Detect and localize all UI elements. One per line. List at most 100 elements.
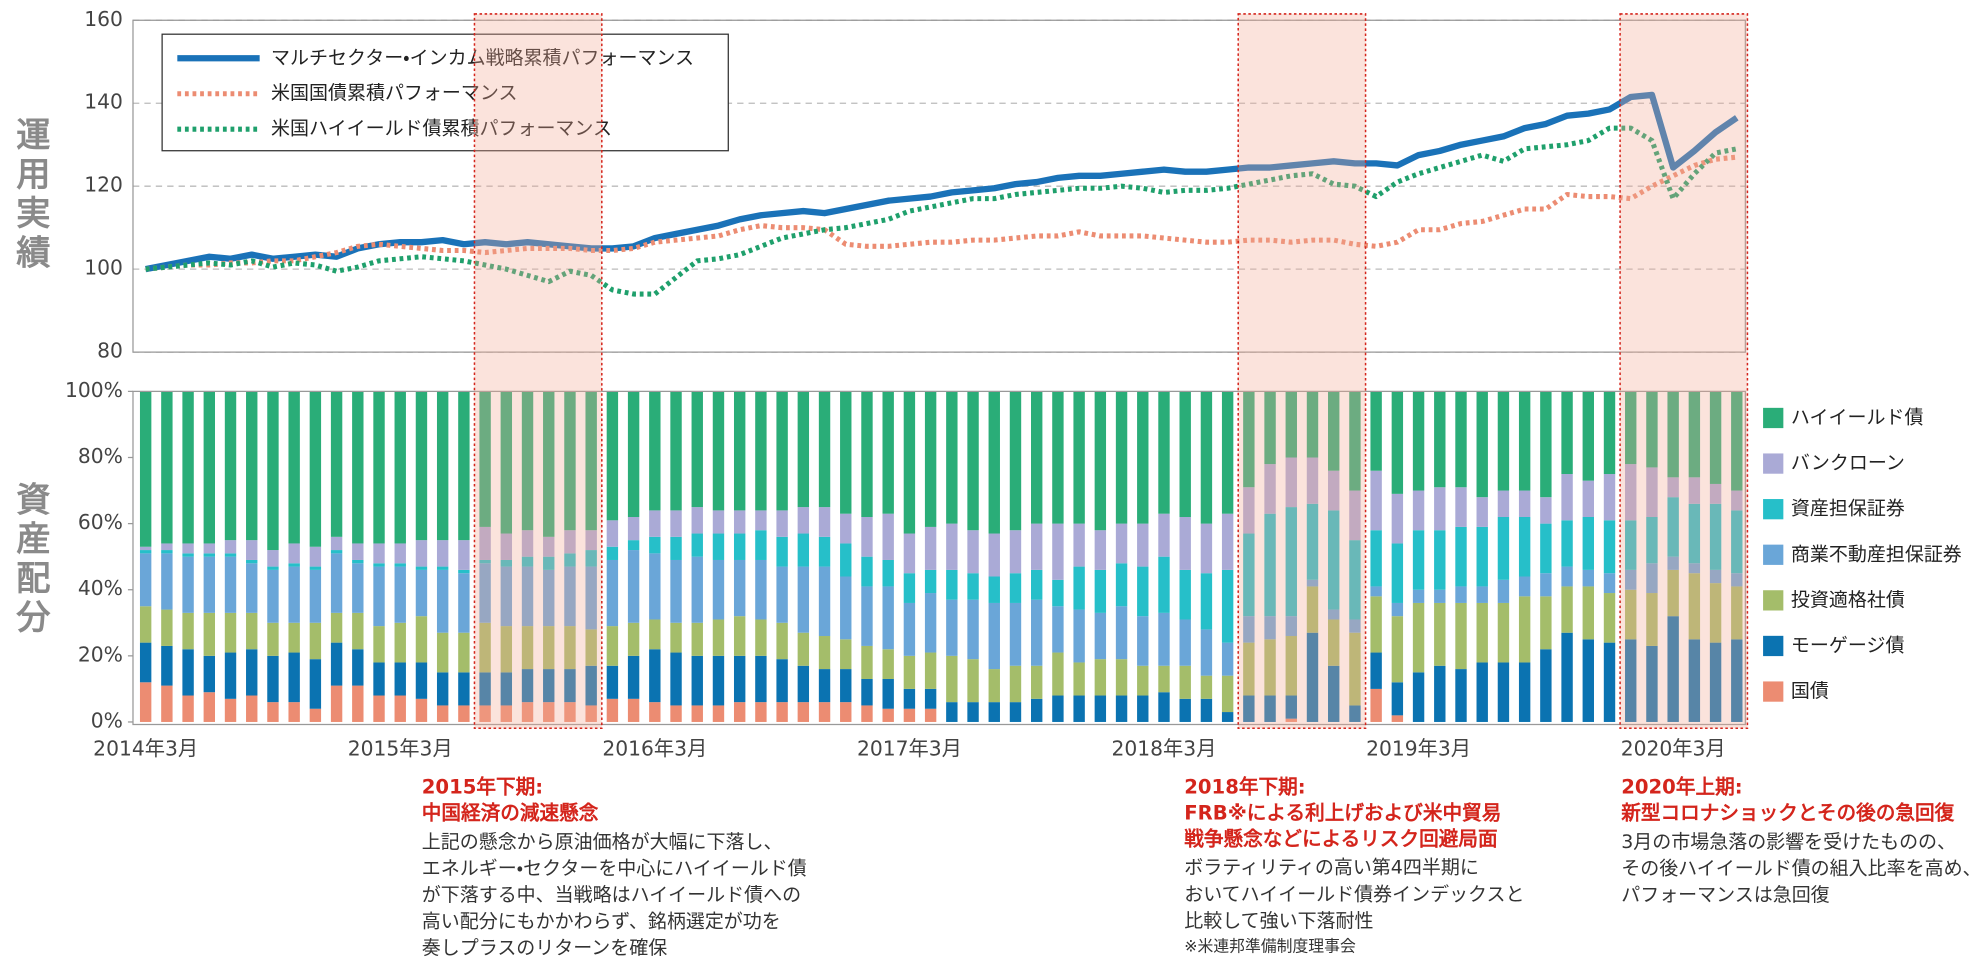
bar-segment	[1646, 645, 1658, 722]
bar-segment	[670, 510, 682, 537]
bar-segment	[458, 391, 470, 541]
bar-segment	[436, 705, 449, 722]
bar-segment	[500, 566, 513, 627]
x-tick-label: 2020年3月	[1621, 736, 1726, 760]
bar-segment	[1476, 391, 1488, 498]
bar-segment	[182, 556, 194, 613]
bar-segment	[543, 391, 555, 537]
bar-segment	[1667, 569, 1679, 617]
bar-segment	[882, 708, 894, 722]
bar-segment	[1349, 391, 1361, 491]
annotation-text: パフォーマンスは急回復	[1621, 884, 1829, 906]
bar-segment	[139, 546, 152, 551]
annotation-text: その後ハイイールド債の組入比率を高め、	[1621, 857, 1981, 879]
bar-segment	[458, 672, 470, 706]
annotation-title: 中国経済の減速懸念	[422, 801, 599, 824]
bar-segment	[224, 553, 237, 557]
bar-segment	[1391, 543, 1404, 603]
bar-segment	[1412, 602, 1425, 673]
y-tick-label: 120	[84, 173, 123, 197]
legend-label: モーゲージ債	[1791, 634, 1905, 656]
bar-segment	[1709, 483, 1722, 504]
annotation-title: 2015年下期:	[422, 775, 543, 798]
bar-segment	[1200, 573, 1213, 630]
bar-segment	[755, 530, 767, 560]
bar-segment	[712, 510, 725, 534]
bar-segment	[1094, 530, 1107, 570]
bar-segment	[670, 705, 682, 722]
bar-segment	[1688, 639, 1701, 722]
bar-segment	[139, 553, 152, 607]
bar-segment	[585, 629, 597, 666]
bar-segment	[988, 533, 1000, 577]
bar-segment	[521, 556, 534, 567]
bar-segment	[712, 391, 725, 511]
bar-segment	[1137, 566, 1149, 617]
bar-segment	[246, 563, 258, 613]
bar-segment	[1030, 599, 1043, 666]
bar-segment	[755, 510, 767, 531]
bar-segment	[670, 652, 682, 706]
bar-segment	[564, 391, 576, 531]
bar-segment	[585, 665, 597, 706]
bar-segment	[1518, 596, 1531, 663]
bar-segment	[1349, 632, 1361, 706]
annotation-text: 高い配分にもかかわらず、銘柄選定が功を	[422, 911, 781, 933]
bar-segment	[1434, 589, 1446, 603]
bar-segment	[564, 553, 576, 567]
y-tick-label: 20%	[78, 642, 123, 666]
bar-segment	[1264, 513, 1276, 617]
bar-segment	[415, 566, 428, 570]
bar-segment	[352, 391, 364, 544]
bar-segment	[288, 702, 300, 722]
x-tick-label: 2016年3月	[602, 736, 707, 760]
bar-segment	[415, 569, 428, 617]
bar-segment	[139, 550, 152, 554]
bar-segment	[1667, 497, 1679, 557]
bar-segment	[224, 540, 237, 554]
bar-segment	[1412, 490, 1425, 531]
bar-segment	[1434, 530, 1446, 590]
bar-segment	[1709, 503, 1722, 570]
bar-segment	[373, 563, 385, 567]
bar-segment	[649, 702, 661, 722]
bar-segment	[924, 708, 937, 722]
bar-segment	[585, 550, 597, 567]
bar-segment	[1158, 391, 1170, 514]
bar-segment	[946, 599, 958, 656]
bar-segment	[1667, 477, 1679, 498]
bar-segment	[288, 391, 300, 544]
bar-segment	[1646, 467, 1658, 518]
x-tick-label: 2019年3月	[1366, 736, 1471, 760]
bar-segment	[691, 705, 703, 722]
bar-segment	[330, 391, 343, 537]
bar-segment	[267, 569, 279, 623]
bar-segment	[224, 391, 237, 541]
legend-swatch	[1763, 635, 1784, 657]
bar-segment	[733, 616, 746, 656]
bar-segment	[1603, 520, 1616, 574]
bar-segment	[543, 556, 555, 570]
bar-segment	[1625, 569, 1637, 590]
bar-segment	[1243, 642, 1255, 696]
bar-segment	[776, 510, 788, 537]
bar-segment	[606, 626, 619, 666]
y-tick-label: 40%	[78, 576, 123, 600]
bar-segment	[1667, 556, 1679, 570]
bar-segment	[1179, 517, 1191, 570]
bar-segment	[712, 619, 725, 656]
bar-segment	[1030, 665, 1043, 699]
bar-segment	[840, 543, 852, 577]
bar-segment	[1370, 530, 1382, 587]
bar-segment	[627, 550, 640, 623]
bar-segment	[946, 391, 958, 524]
bar-segment	[840, 669, 852, 703]
bar-segment	[797, 665, 810, 703]
line-series	[145, 125, 1738, 297]
bar-segment	[840, 391, 852, 514]
bar-segment	[1667, 616, 1679, 722]
bar-segment	[521, 669, 534, 703]
bar-segment	[1582, 586, 1594, 640]
bar-segment	[1370, 596, 1382, 653]
bar-segment	[267, 622, 279, 656]
